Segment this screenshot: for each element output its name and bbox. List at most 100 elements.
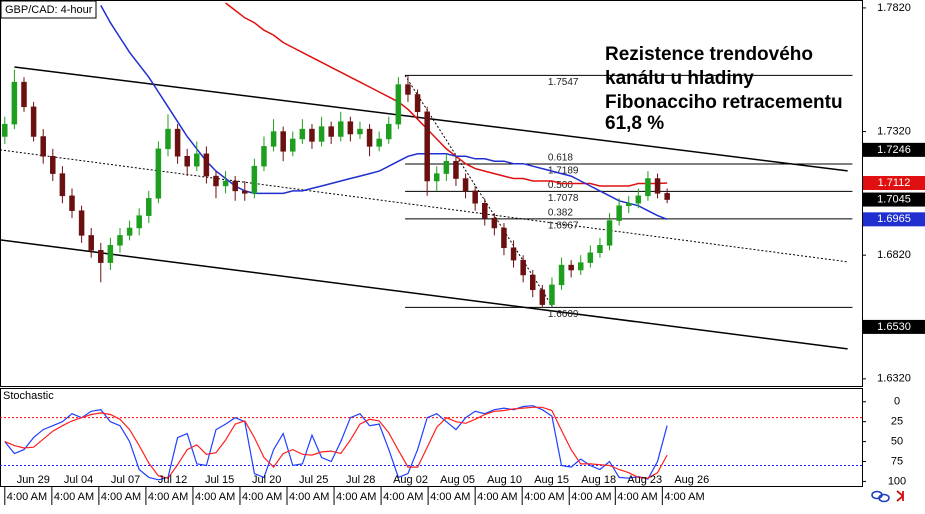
candle-body — [347, 121, 354, 135]
candle-body — [530, 274, 536, 291]
y-tick-label: 1.6820 — [877, 249, 911, 261]
annotation-line: Rezistence trendového — [605, 44, 813, 65]
candle-body — [424, 111, 430, 182]
x-tick-label: Jul 07 — [111, 474, 140, 486]
fib-price: 1.7078 — [548, 193, 579, 204]
x-tick-label: Jun 29 — [17, 474, 50, 486]
symbol-box — [0, 0, 97, 19]
fib-price: 1.7547 — [548, 77, 579, 88]
candle-body — [453, 160, 459, 179]
x-tick-time: 4:00 AM — [383, 491, 423, 503]
candle-body — [577, 262, 584, 271]
x-tick-label: Aug 26 — [674, 474, 709, 486]
x-tick-label: Aug 10 — [487, 474, 522, 486]
x-tick-time: 4:00 AM — [148, 491, 188, 503]
candle-body — [654, 178, 661, 194]
x-tick-time: 4:00 AM — [477, 491, 517, 503]
x-tick-time: 4:00 AM — [101, 491, 141, 503]
x-tick-time: 4:00 AM — [7, 491, 47, 503]
candle-body — [21, 81, 27, 108]
candle-body — [434, 173, 440, 182]
scroll-end-icon[interactable] — [896, 490, 905, 502]
candle-body — [501, 227, 507, 249]
x-tick-label: Aug 23 — [627, 474, 662, 486]
price-label-box — [863, 192, 925, 207]
candle-body — [606, 220, 613, 246]
candle-body — [664, 193, 670, 200]
y-tick-label: 1.6320 — [877, 373, 911, 385]
x-tick-time: 4:00 AM — [336, 491, 376, 503]
candle-body — [30, 106, 37, 137]
candle-body — [117, 235, 123, 246]
trend-line — [0, 239, 848, 350]
candle-body — [338, 121, 344, 137]
moving-average — [100, 5, 668, 220]
x-tick-time: 4:00 AM — [664, 491, 704, 503]
price-label-box — [863, 142, 925, 157]
candle-body — [405, 84, 411, 95]
candle-body — [78, 210, 85, 236]
candle-body — [597, 245, 603, 253]
candle-body — [194, 153, 200, 167]
y-tick-label: 1.7320 — [877, 125, 911, 137]
candle-body — [309, 128, 315, 142]
candle-body — [625, 203, 632, 206]
x-tick-label: Jul 28 — [346, 474, 375, 486]
price-label: 1.6530 — [877, 321, 911, 333]
y-tick-label: 0 — [894, 396, 900, 408]
y-tick-label: 50 — [891, 435, 903, 447]
price-label-box — [863, 175, 925, 190]
candle-body — [558, 264, 565, 286]
candle-body — [395, 84, 402, 125]
x-tick-time: 4:00 AM — [289, 491, 329, 503]
stochastic-title: Stochastic — [3, 390, 54, 402]
candle-body — [568, 264, 574, 271]
candle-body — [88, 235, 94, 251]
candle-body — [251, 165, 258, 194]
candle-body — [472, 190, 478, 204]
fib-price: 1.6609 — [548, 309, 579, 320]
x-tick-label: Aug 02 — [393, 474, 428, 486]
fib-ratio: 0.618 — [548, 153, 573, 164]
candle-body — [280, 131, 286, 152]
y-tick-label: 75 — [891, 455, 903, 467]
symbol-label: GBP/CAD: 4-hour — [5, 4, 93, 16]
candle-body — [587, 252, 594, 263]
price-label: 1.7112 — [878, 177, 911, 189]
x-tick-time: 4:00 AM — [54, 491, 94, 503]
sync-icon[interactable] — [871, 490, 890, 503]
y-tick-label: 1.7820 — [877, 2, 911, 14]
candle-body — [174, 128, 181, 157]
candle-body — [11, 81, 18, 125]
fib-ratio: 0.500 — [548, 180, 573, 191]
fib-ratio: 0.382 — [548, 207, 573, 218]
x-tick-label: Jul 25 — [299, 474, 328, 486]
x-tick-label: Jul 12 — [158, 474, 187, 486]
x-tick-label: Aug 18 — [581, 474, 616, 486]
x-tick-label: Jul 15 — [205, 474, 234, 486]
candle-body — [146, 198, 152, 216]
candle-body — [616, 205, 622, 221]
candle-body — [126, 227, 133, 236]
candle-body — [386, 123, 392, 140]
stochastic-line — [4, 406, 668, 479]
x-tick-time: 4:00 AM — [617, 491, 657, 503]
x-tick-time: 4:00 AM — [524, 491, 564, 503]
trend-line — [0, 149, 848, 263]
moving-average — [225, 2, 668, 187]
price-label: 1.6965 — [877, 213, 911, 225]
candle-body — [443, 160, 450, 174]
candle-body — [232, 180, 238, 192]
candle-body — [645, 178, 651, 197]
candle-body — [2, 123, 8, 137]
candle-body — [69, 195, 75, 211]
candle-body — [59, 173, 66, 197]
candle-body — [328, 126, 334, 137]
candle-body — [539, 289, 546, 305]
candle-body — [414, 94, 421, 113]
x-tick-time: 4:00 AM — [195, 491, 235, 503]
candle-body — [107, 245, 114, 263]
x-tick-label: Jul 20 — [252, 474, 281, 486]
candle-body — [203, 153, 210, 177]
